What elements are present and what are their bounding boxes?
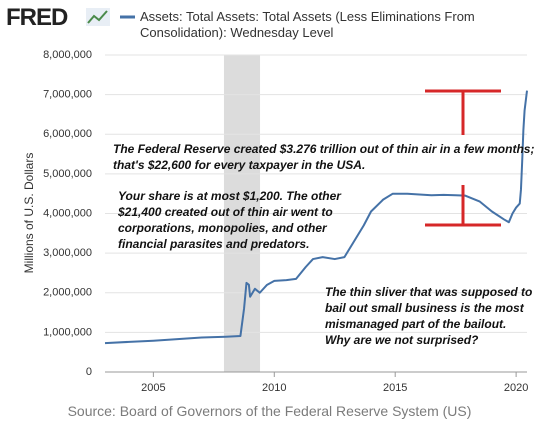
logo-icon-bg: [86, 8, 110, 26]
y-tick-label: 8,000,000: [43, 49, 92, 61]
annotation: bail out small business is the most: [325, 301, 525, 315]
y-axis-label: Millions of U.S. Dollars: [22, 153, 36, 274]
annotation: The Federal Reserve created $3.276 trill…: [113, 142, 534, 156]
series-line: [104, 90, 528, 345]
x-tick-label: 2010: [262, 382, 286, 394]
x-tick-label: 2020: [504, 382, 528, 394]
annotation: mismanaged part of the bailout.: [325, 317, 506, 331]
y-tick-label: 5,000,000: [43, 168, 92, 180]
annotation: that's $22,600 for every taxpayer in the…: [113, 158, 365, 172]
plot-area: 0 1,000,000 2,000,000 3,000,000 4,000,000 5,0…: [43, 49, 528, 394]
x-tick-label: 2005: [141, 382, 165, 394]
range-marker: [425, 89, 501, 227]
annotation: The thin sliver that was supposed to: [325, 285, 532, 299]
y-tick-label: 7,000,000: [43, 89, 92, 101]
y-tick-label: 1,000,000: [43, 326, 92, 338]
annotation: Why are we not surprised?: [325, 333, 479, 347]
y-tick-label: 0: [86, 366, 92, 378]
y-tick-label: 4,000,000: [43, 207, 92, 219]
x-tick-label: 2015: [383, 382, 407, 394]
logo-icon-line: [87, 10, 108, 24]
legend-entry: Assets: Total Assets: Total Assets (Less…: [140, 9, 475, 40]
logo: FRED: [6, 4, 68, 31]
annotation: $21,400 created out of thin air went to: [117, 205, 333, 219]
annotation: financial parasites and predators.: [118, 237, 309, 251]
annotation: corporations, monopolies, and other: [118, 221, 328, 235]
annotation: Your share is at most $1,200. The other: [118, 189, 342, 203]
logo-icon: [86, 8, 110, 26]
y-tick-label: 6,000,000: [43, 128, 92, 140]
y-tick-label: 2,000,000: [43, 287, 92, 299]
y-tick-label: 3,000,000: [43, 247, 92, 259]
source: Source: Board of Governors of the Federa…: [67, 403, 472, 419]
